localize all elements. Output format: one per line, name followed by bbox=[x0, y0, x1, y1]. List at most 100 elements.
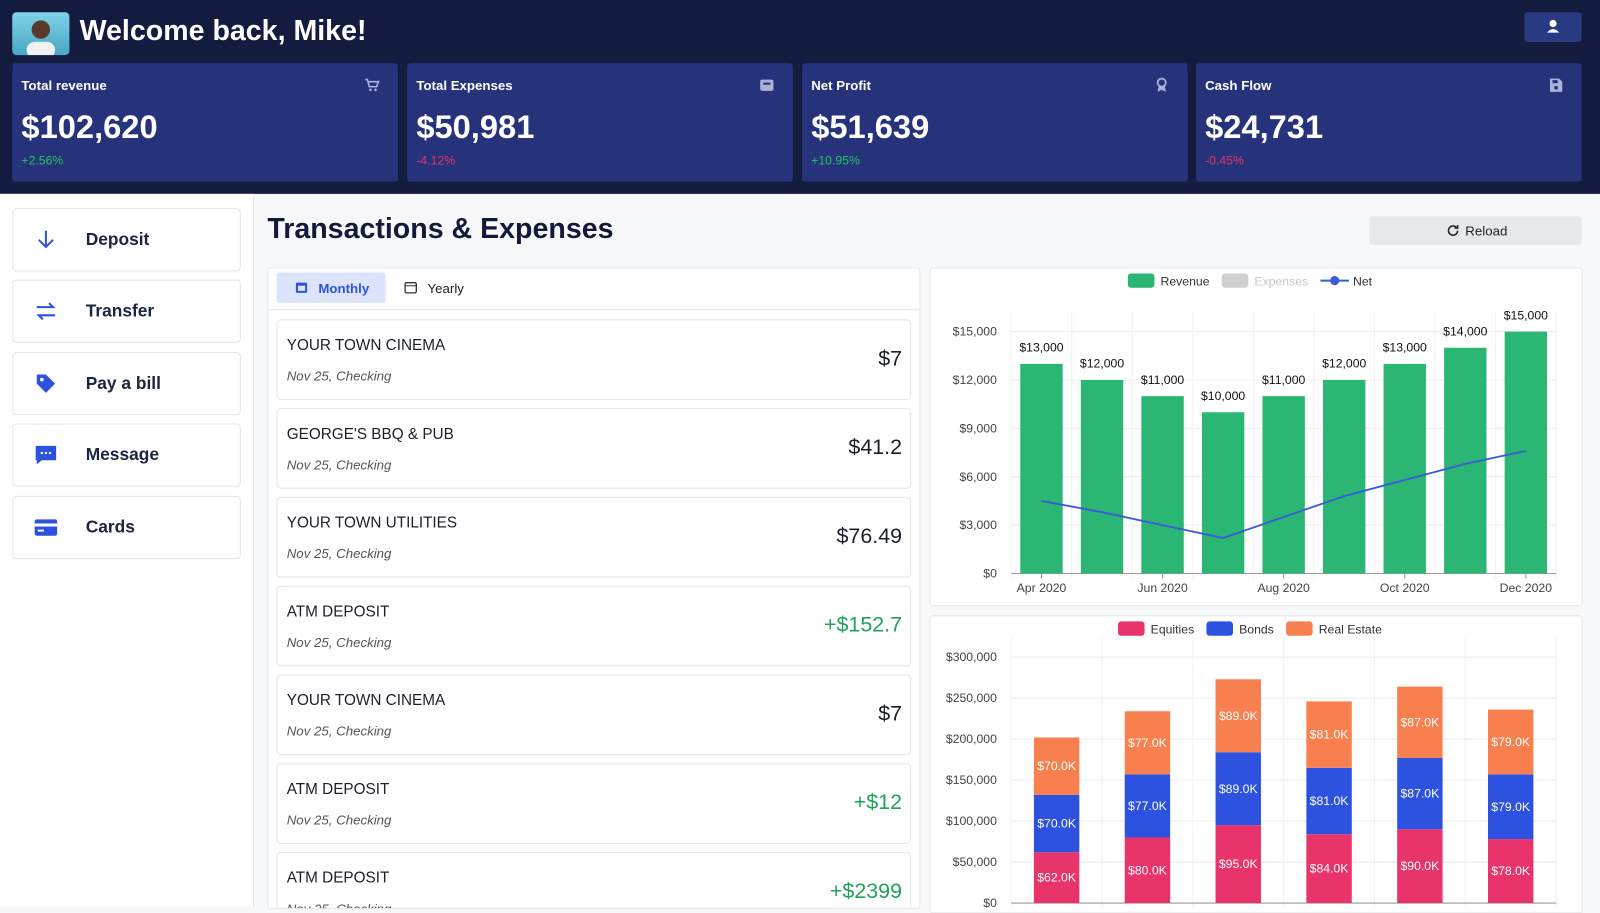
bar-segment bbox=[1487, 774, 1534, 840]
data-label: $10,000 bbox=[1201, 389, 1245, 403]
legend-item[interactable]: Real Estate bbox=[1286, 621, 1382, 637]
transaction-amount: +$152.7 bbox=[823, 613, 903, 637]
transaction-meta: Nov 25, Checking bbox=[286, 634, 392, 650]
bar-segment bbox=[1033, 794, 1080, 853]
reload-button[interactable]: Reload bbox=[1369, 216, 1582, 245]
action-icon bbox=[35, 445, 57, 465]
bar-segment bbox=[1397, 757, 1443, 830]
transactions-panel: Monthly Yearly YOUR TOWN CINEMA Nov 25, Che… bbox=[267, 267, 921, 910]
data-label: $77.0K bbox=[1128, 736, 1168, 750]
data-label: $81.0K bbox=[1310, 794, 1350, 808]
welcome-title: Welcome back, Mike! bbox=[79, 14, 367, 46]
x-tick-label: Apr 2020 bbox=[1017, 581, 1067, 595]
bar bbox=[1201, 412, 1245, 574]
data-label: $13,000 bbox=[1019, 341, 1063, 355]
transaction-meta: Nov 25, Checking bbox=[286, 368, 392, 384]
kpi-label: Total Expenses bbox=[416, 77, 513, 93]
legend-item[interactable]: Net bbox=[1320, 275, 1373, 289]
net-line bbox=[1041, 450, 1527, 539]
bar-segment bbox=[1397, 829, 1443, 904]
action-label: Cards bbox=[85, 517, 135, 537]
legend-swatch bbox=[1286, 621, 1313, 636]
data-label: $62.0K bbox=[1037, 871, 1077, 885]
avatar bbox=[12, 12, 70, 56]
data-label: $78.0K bbox=[1491, 864, 1531, 878]
legend-item[interactable]: Expenses bbox=[1221, 273, 1308, 289]
data-label: $15,000 bbox=[1504, 308, 1548, 322]
plot: $62.0K $80.0K $95.0K $84.0K $90.0K $78.0K $70.… bbox=[1033, 679, 1534, 904]
transaction-card: ATM DEPOSIT Nov 25, Checking +$2399 bbox=[276, 852, 912, 909]
y-tick-label: $100,000 bbox=[946, 814, 997, 828]
transaction-amount: +$12 bbox=[853, 790, 903, 815]
bar-segment bbox=[1397, 686, 1443, 758]
action-button[interactable]: Deposit bbox=[12, 208, 241, 272]
action-button[interactable]: Cards bbox=[12, 495, 241, 560]
transaction-card: YOUR TOWN CINEMA Nov 25, Checking $7 bbox=[276, 319, 912, 400]
tab[interactable]: Yearly bbox=[386, 272, 488, 303]
tab[interactable]: Monthly bbox=[276, 272, 386, 304]
data-label: $81.0K bbox=[1310, 728, 1350, 742]
legend-swatch bbox=[1127, 273, 1155, 288]
bar bbox=[1141, 396, 1184, 574]
kpi-card: Cash Flow $24,731 -0.45% bbox=[1195, 63, 1582, 182]
transaction-amount: +$2399 bbox=[829, 879, 903, 904]
bar-segment bbox=[1124, 837, 1171, 904]
chart-panel: $0 $3,000 $6,000 $9,000 $12,000 $15,000 Apr 20… bbox=[929, 267, 1583, 607]
transaction-card: GEORGE'S BBQ & PUB Nov 25, Checking $41.2 bbox=[276, 408, 912, 489]
data-label: $12,000 bbox=[1322, 357, 1366, 371]
action-button[interactable]: Pay a bill bbox=[12, 352, 241, 416]
y-tick-label: $6,000 bbox=[960, 470, 998, 484]
legend-item[interactable]: Equities bbox=[1118, 621, 1194, 637]
data-label: $84.0K bbox=[1310, 862, 1350, 876]
kpi-value: $102,620 bbox=[21, 108, 158, 145]
transaction-name: ATM DEPOSIT bbox=[286, 869, 390, 887]
bar-segment bbox=[1033, 737, 1080, 795]
action-button[interactable]: Message bbox=[12, 423, 241, 487]
kpi-label: Cash Flow bbox=[1205, 77, 1272, 93]
action-icon bbox=[36, 374, 56, 393]
bar-segment bbox=[1215, 825, 1261, 904]
bar-segment bbox=[1487, 839, 1534, 904]
transaction-name: YOUR TOWN CINEMA bbox=[286, 336, 446, 355]
legend-item[interactable]: Revenue bbox=[1127, 273, 1210, 289]
x-tick-label: Dec 2020 bbox=[1500, 581, 1553, 595]
legend-label: Real Estate bbox=[1319, 623, 1382, 637]
data-label: $13,000 bbox=[1383, 341, 1427, 355]
user-button[interactable] bbox=[1524, 12, 1582, 42]
y-tick-label: $150,000 bbox=[946, 773, 997, 787]
transaction-amount: $76.49 bbox=[836, 524, 903, 548]
x-tick-label: Oct 2020 bbox=[1380, 581, 1430, 595]
action-label: Transfer bbox=[85, 301, 155, 321]
legend: Equities Bonds Real Estate bbox=[1118, 621, 1382, 637]
y-tick-label: $3,000 bbox=[960, 518, 998, 532]
data-label: $11,000 bbox=[1141, 373, 1185, 387]
transaction-card: ATM DEPOSIT Nov 25, Checking +$12 bbox=[276, 763, 912, 844]
legend-swatch bbox=[1118, 621, 1145, 636]
action-button[interactable]: Transfer bbox=[12, 279, 241, 343]
x-tick-label: Aug 2020 bbox=[1257, 581, 1310, 595]
y-tick-label: $12,000 bbox=[953, 373, 997, 387]
data-label: $80.0K bbox=[1128, 863, 1168, 877]
data-label: $11,000 bbox=[1262, 373, 1306, 387]
kpi-icon bbox=[1549, 78, 1563, 92]
plot: $13,000 $12,000 $11,000 $10,000 $11,000 $12,0… bbox=[1019, 308, 1548, 574]
reload-label: Reload bbox=[1465, 223, 1508, 239]
y-tick-label: $0 bbox=[983, 896, 997, 910]
kpi-change: -0.45% bbox=[1205, 153, 1244, 168]
legend-item[interactable]: Bonds bbox=[1206, 621, 1274, 637]
kpi-value: $50,981 bbox=[416, 108, 535, 145]
bar-segment bbox=[1306, 767, 1352, 835]
bar-segment bbox=[1306, 834, 1352, 904]
bar bbox=[1504, 331, 1548, 574]
kpi-change: -4.12% bbox=[416, 153, 456, 168]
legend-label: Revenue bbox=[1161, 275, 1210, 289]
y-tick-label: $15,000 bbox=[953, 325, 997, 339]
y-tick-label: $250,000 bbox=[946, 691, 997, 705]
bar bbox=[1323, 379, 1366, 574]
bar bbox=[1383, 363, 1426, 574]
transaction-name: ATM DEPOSIT bbox=[286, 780, 390, 798]
kpi-label: Net Profit bbox=[811, 77, 871, 93]
tab-icon bbox=[404, 281, 417, 294]
